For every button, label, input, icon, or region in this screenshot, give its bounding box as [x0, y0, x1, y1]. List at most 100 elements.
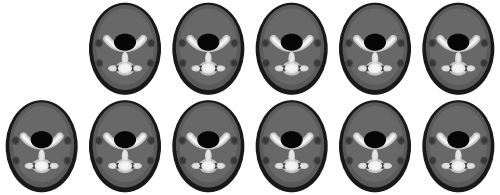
Ellipse shape	[194, 164, 200, 167]
Ellipse shape	[14, 106, 70, 182]
Circle shape	[481, 39, 488, 47]
Ellipse shape	[277, 67, 282, 70]
Circle shape	[481, 137, 488, 144]
Ellipse shape	[371, 66, 379, 71]
Ellipse shape	[380, 164, 384, 168]
Ellipse shape	[118, 161, 132, 170]
Ellipse shape	[442, 66, 451, 71]
Circle shape	[429, 39, 436, 47]
Ellipse shape	[118, 64, 132, 73]
Circle shape	[180, 138, 184, 143]
Circle shape	[149, 138, 154, 143]
Ellipse shape	[132, 66, 141, 71]
Ellipse shape	[299, 66, 308, 71]
Circle shape	[148, 61, 153, 66]
Circle shape	[230, 157, 237, 164]
Ellipse shape	[132, 163, 141, 168]
Ellipse shape	[340, 3, 410, 94]
Text: (f): (f)	[422, 5, 430, 14]
Ellipse shape	[198, 132, 218, 148]
Ellipse shape	[32, 132, 52, 148]
Circle shape	[430, 158, 434, 163]
Ellipse shape	[97, 9, 153, 84]
Ellipse shape	[134, 164, 140, 167]
Ellipse shape	[344, 103, 406, 187]
Circle shape	[230, 59, 237, 67]
Ellipse shape	[283, 62, 300, 75]
Ellipse shape	[192, 163, 201, 168]
Ellipse shape	[426, 103, 490, 187]
Ellipse shape	[116, 159, 134, 172]
Circle shape	[232, 61, 236, 66]
Circle shape	[97, 61, 102, 66]
Ellipse shape	[256, 3, 327, 94]
Ellipse shape	[299, 163, 308, 168]
Circle shape	[148, 158, 153, 163]
Ellipse shape	[276, 66, 284, 71]
Ellipse shape	[442, 163, 451, 168]
Ellipse shape	[121, 66, 129, 71]
Ellipse shape	[192, 66, 201, 71]
Circle shape	[180, 41, 184, 45]
Ellipse shape	[116, 62, 134, 75]
Ellipse shape	[289, 53, 294, 65]
Circle shape	[314, 137, 321, 144]
Circle shape	[430, 138, 434, 143]
Ellipse shape	[10, 103, 74, 187]
Ellipse shape	[121, 163, 129, 169]
Ellipse shape	[114, 132, 136, 148]
Ellipse shape	[368, 161, 382, 170]
Text: (h): (h)	[172, 102, 182, 111]
Circle shape	[232, 41, 236, 45]
Ellipse shape	[466, 163, 474, 168]
Ellipse shape	[282, 34, 302, 50]
Circle shape	[14, 138, 18, 143]
Circle shape	[12, 137, 19, 144]
Ellipse shape	[368, 64, 382, 73]
Circle shape	[482, 158, 486, 163]
Circle shape	[314, 39, 321, 47]
Circle shape	[148, 39, 154, 47]
Circle shape	[232, 158, 236, 163]
Circle shape	[97, 158, 102, 163]
Ellipse shape	[282, 132, 302, 148]
Ellipse shape	[124, 151, 126, 159]
Circle shape	[14, 158, 18, 163]
Ellipse shape	[173, 101, 244, 192]
Text: (d): (d)	[255, 5, 266, 14]
Ellipse shape	[288, 163, 296, 169]
Circle shape	[316, 138, 320, 143]
Ellipse shape	[204, 163, 212, 169]
Ellipse shape	[347, 9, 403, 84]
Circle shape	[346, 138, 351, 143]
Circle shape	[262, 59, 270, 67]
Circle shape	[12, 157, 20, 164]
Ellipse shape	[456, 151, 460, 159]
Ellipse shape	[276, 163, 284, 168]
Ellipse shape	[380, 66, 384, 71]
Ellipse shape	[364, 34, 386, 50]
Circle shape	[346, 39, 352, 47]
Circle shape	[262, 137, 269, 144]
Ellipse shape	[454, 66, 462, 71]
Ellipse shape	[216, 163, 224, 168]
Ellipse shape	[360, 164, 366, 167]
Ellipse shape	[277, 164, 282, 167]
Ellipse shape	[297, 164, 301, 168]
Circle shape	[179, 157, 186, 164]
Ellipse shape	[90, 3, 160, 94]
Ellipse shape	[444, 67, 450, 70]
Ellipse shape	[282, 164, 286, 168]
Circle shape	[346, 41, 351, 45]
Ellipse shape	[214, 164, 218, 168]
Text: (g): (g)	[88, 102, 100, 111]
Ellipse shape	[199, 164, 203, 168]
Circle shape	[429, 137, 436, 144]
Ellipse shape	[202, 161, 214, 170]
Circle shape	[96, 59, 102, 67]
Text: (k): (k)	[422, 102, 432, 111]
Circle shape	[316, 41, 320, 45]
Ellipse shape	[256, 101, 327, 192]
Ellipse shape	[450, 159, 467, 172]
Circle shape	[398, 157, 404, 164]
